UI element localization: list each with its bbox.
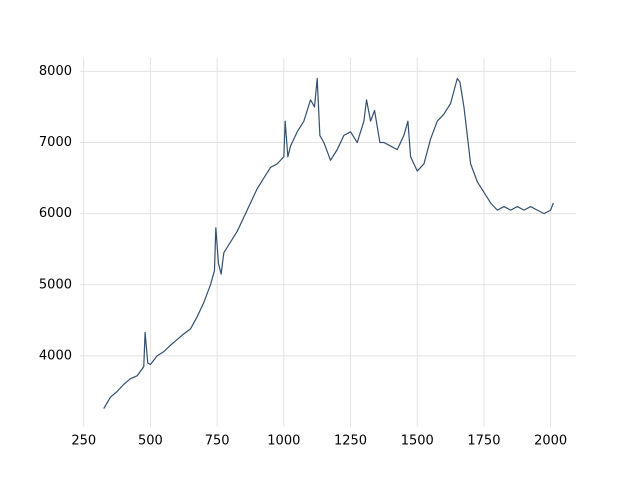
x-tick-label: 500 <box>138 434 163 449</box>
data-line <box>103 77 554 409</box>
x-tick-label: 750 <box>205 434 230 449</box>
y-tick-label: 7000 <box>39 135 72 150</box>
y-tick-label: 5000 <box>39 277 72 292</box>
x-tick-label: 1500 <box>401 434 434 449</box>
x-tick-label: 2000 <box>534 434 567 449</box>
y-tick-label: 6000 <box>39 206 72 221</box>
x-tick-label: 250 <box>71 434 96 449</box>
x-tick-label: 1000 <box>267 434 300 449</box>
y-tick-label: 4000 <box>39 348 72 363</box>
y-tick-label: 8000 <box>39 64 72 79</box>
x-tick-label: 1250 <box>334 434 367 449</box>
x-tick-label: 1750 <box>467 434 500 449</box>
